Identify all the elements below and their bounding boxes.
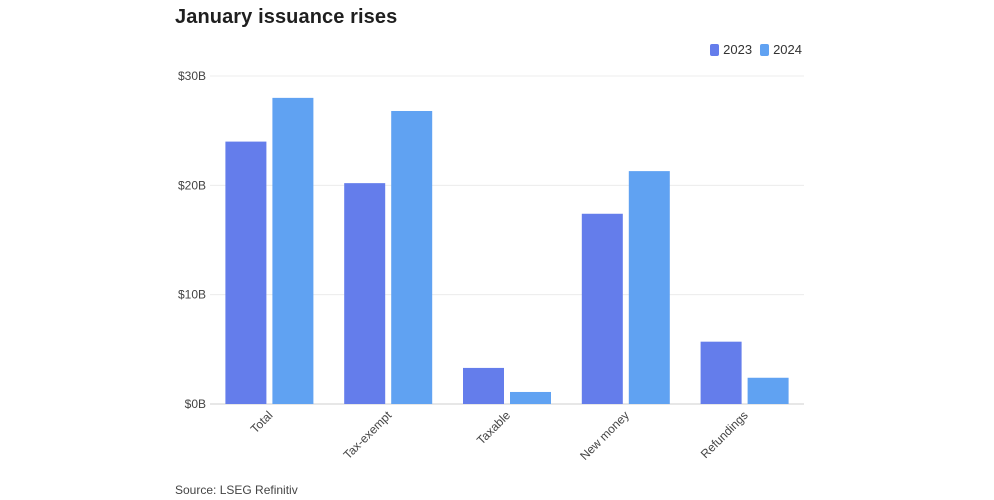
legend-swatch-2024: [760, 43, 770, 56]
y-tick-label: $20B: [178, 178, 206, 192]
x-tick-label: Tax-exempt: [341, 408, 395, 462]
bar-2023-total[interactable]: [225, 141, 267, 404]
x-tick-label: Total: [248, 408, 276, 436]
bar-2024-refundings[interactable]: [747, 377, 789, 404]
legend-item-2024[interactable]: 2024: [760, 42, 802, 57]
source-note: Source: LSEG Refinitiv: [175, 483, 298, 497]
y-tick-label: $0B: [185, 397, 206, 411]
legend-swatch-2023: [710, 43, 720, 56]
legend-label-2023: 2023: [723, 42, 753, 57]
bar-2023-taxable[interactable]: [463, 367, 504, 404]
x-tick-label: Taxable: [474, 408, 513, 447]
x-tick-label: New money: [577, 408, 632, 463]
legend-item-2023[interactable]: 2023: [710, 42, 752, 57]
bar-2024-tax-exempt[interactable]: [391, 110, 433, 404]
bar-2024-taxable[interactable]: [510, 391, 551, 404]
bar-2024-total[interactable]: [272, 97, 314, 404]
y-tick-label: $10B: [178, 288, 206, 302]
bar-2023-tax-exempt[interactable]: [344, 183, 386, 404]
x-tick-label: Refundings: [698, 408, 751, 461]
bar-2024-new-money[interactable]: [628, 171, 670, 404]
bar-2023-new-money[interactable]: [581, 213, 623, 404]
bar-2023-refundings[interactable]: [700, 341, 742, 404]
legend-label-2024: 2024: [773, 42, 802, 57]
legend: 2023 2024: [702, 42, 802, 57]
chart-title: January issuance rises: [175, 6, 398, 28]
y-tick-label: $30B: [178, 69, 206, 83]
